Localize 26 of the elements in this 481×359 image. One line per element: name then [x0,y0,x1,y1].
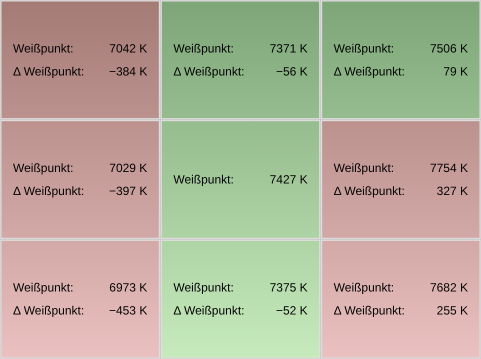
data-label: 7754 K [430,161,468,175]
annotation: Weißpunkt: [13,41,74,56]
data-label: 7682 K [430,280,468,295]
text: Weißpunkt: [173,280,234,295]
data-label: 7427 K [270,172,308,186]
data-label: 7375 K [270,280,308,295]
text: Weißpunkt: [334,280,394,295]
text: Weißpunkt: [334,41,394,56]
text: Δ Weißpunkt: −56 K [173,64,308,78]
text: Weißpunkt: [334,161,394,175]
data-label: 7029 K [109,161,148,175]
data-label: 7042 K [109,41,148,56]
text: Weißpunkt: [173,41,234,56]
text: Δ Weißpunkt: 327 K [334,184,468,198]
text: Weißpunkt: [13,280,74,295]
text: Δ Weißpunkt: −453 K [13,304,148,318]
data-label: 7506 K [430,41,468,56]
text: Δ Weißpunkt: 79 K [334,64,468,78]
text: Weißpunkt: [173,172,234,186]
text: Δ Weißpunkt: −384 K [13,64,148,78]
text: Δ Weißpunkt: 255 K [334,304,468,318]
text: Δ Weißpunkt: −52 K [173,304,308,318]
data-label: 7371 K [270,41,308,56]
text: Δ Weißpunkt: −397 K [13,184,148,198]
text: Weißpunkt: [13,161,74,175]
data-label: 6973 K [109,280,148,295]
